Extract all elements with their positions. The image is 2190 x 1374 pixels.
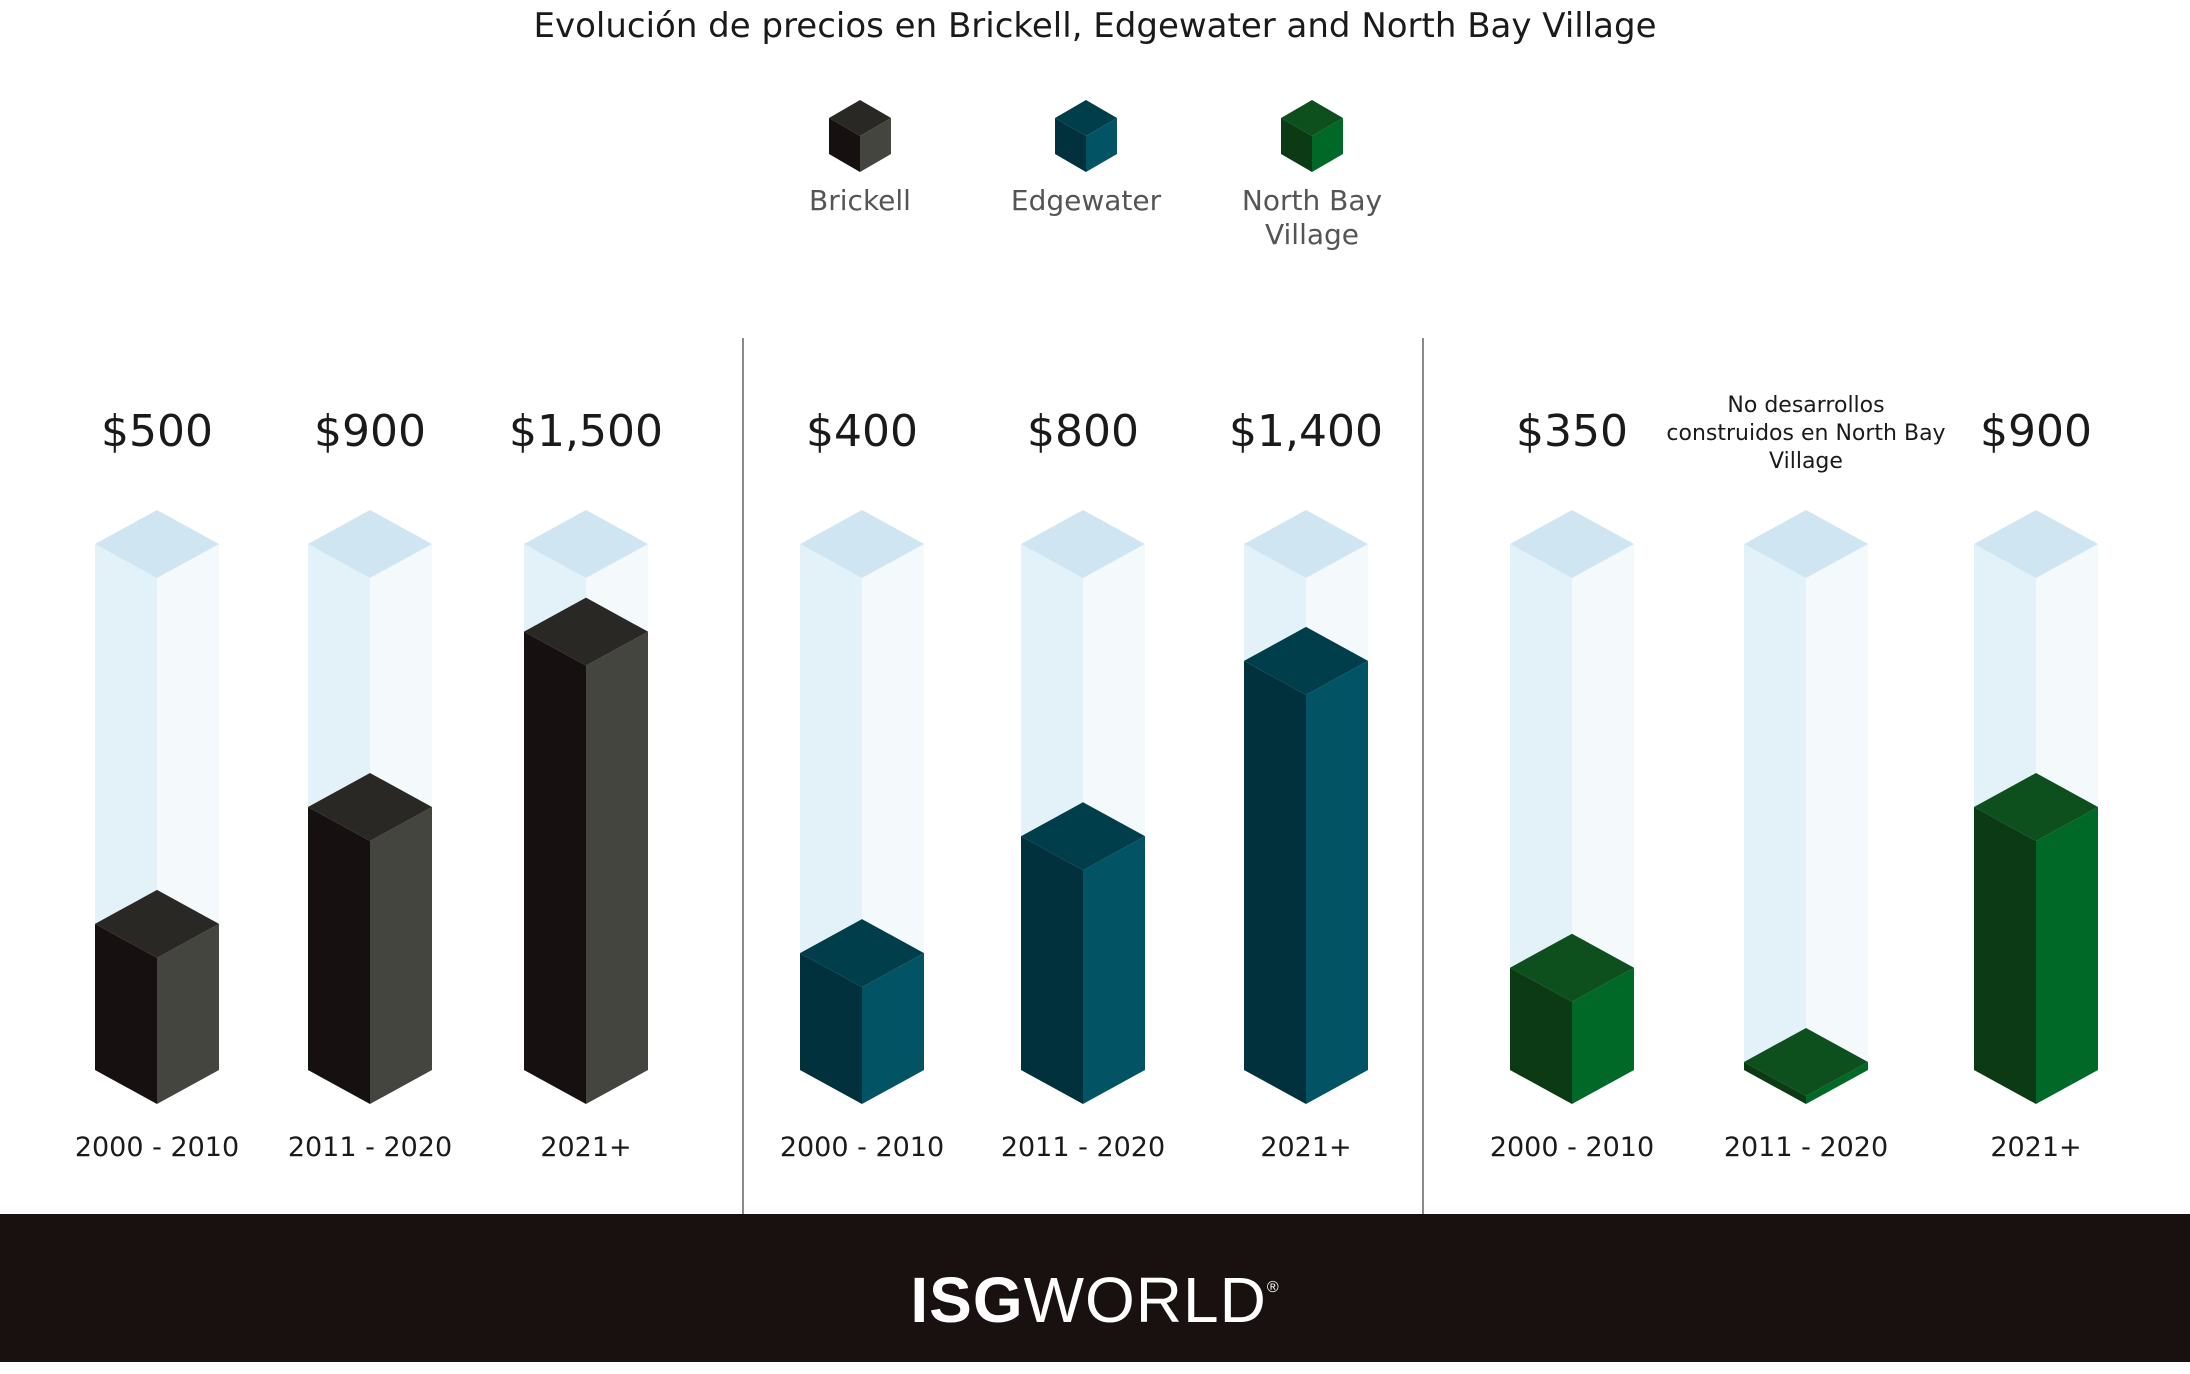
- bar-2-1-background-left-face: [1744, 544, 1806, 1104]
- bar-2-1-background-right-face: [1806, 544, 1868, 1104]
- bar-2-2-value-top-face: [1974, 773, 2098, 841]
- bar-2-1-background-top-face: [1744, 510, 1868, 578]
- bar-1-2-background-top-face: [1244, 510, 1368, 578]
- bar-2-1-value-right-face: [1806, 1062, 1868, 1104]
- bar-0-1: [308, 510, 432, 1104]
- legend-label-north-bay-village: North Bay Village: [1241, 184, 1383, 251]
- bar-1-0: [800, 510, 924, 1104]
- bar-0-1-value-top-face: [308, 773, 432, 841]
- bar-2-2-value-left-face: [1974, 807, 2036, 1104]
- group-divider-2: [1422, 338, 1424, 1214]
- bar-2-1-value-left-face: [1744, 1062, 1806, 1104]
- bar-1-1-value-right-face: [1083, 836, 1145, 1104]
- bar-1-1-value-top-face: [1021, 802, 1145, 871]
- category-label-1-2: 2021+: [1260, 1132, 1352, 1163]
- bar-0-0: [95, 510, 219, 1104]
- bar-2-2: [1974, 510, 2098, 1104]
- legend-swatch-edgewater: [1055, 100, 1117, 172]
- bar-0-0-background-top-face: [95, 510, 219, 578]
- bar-0-2: [524, 510, 648, 1104]
- bar-1-0-value-left-face: [800, 953, 862, 1104]
- category-label-0-0: 2000 - 2010: [74, 1132, 240, 1163]
- value-label-1-2: $1,400: [1229, 406, 1383, 457]
- bar-2-2-value-right-face: [2036, 807, 2098, 1104]
- bar-1-2-value-right-face: [1306, 660, 1368, 1104]
- bar-0-0-value-right-face: [157, 923, 219, 1104]
- bar-2-0-value-right-face: [1572, 967, 1634, 1104]
- legend-item-north-bay-village: North Bay Village: [1192, 96, 1432, 252]
- bar-1-1-background-top-face: [1021, 510, 1145, 578]
- legend-label-edgewater: Edgewater: [1010, 184, 1162, 217]
- no-data-note: No desarrollos construidos en North Bay …: [1666, 393, 1946, 474]
- category-label-2-2: 2021+: [1990, 1132, 2082, 1163]
- bar-2-2-background-top-face: [1974, 510, 2098, 578]
- category-label-0-1: 2011 - 2020: [287, 1132, 453, 1163]
- value-label-0-2: $1,500: [509, 406, 663, 457]
- group-divider-1: [742, 338, 744, 1214]
- legend-item-brickell: Brickell: [740, 96, 980, 218]
- legend-label-brickell: Brickell: [809, 184, 911, 217]
- bar-0-0-value-left-face: [95, 923, 157, 1104]
- bar-2-0-value-top-face: [1510, 933, 1634, 1002]
- value-label-1-0: $400: [806, 406, 918, 457]
- bar-2-0-background-top-face: [1510, 510, 1634, 578]
- bar-0-0-value-top-face: [95, 889, 219, 958]
- bar-1-2-value-left-face: [1244, 660, 1306, 1104]
- bar-2-1-value-top-face: [1744, 1028, 1868, 1096]
- bar-1-2: [1244, 510, 1368, 1104]
- bar-1-1-value-left-face: [1021, 836, 1083, 1104]
- bar-0-2-value-right-face: [586, 631, 648, 1104]
- chart-plot-area: [95, 510, 2098, 1104]
- bar-1-2-value-top-face: [1244, 626, 1368, 695]
- value-label-0-1: $900: [314, 406, 426, 457]
- bar-0-2-value-left-face: [524, 631, 586, 1104]
- category-label-0-2: 2021+: [540, 1132, 632, 1163]
- bar-0-1-value-right-face: [370, 807, 432, 1104]
- bar-0-2-background-top-face: [524, 510, 648, 578]
- isgworld-logo: ISGWORLD®: [910, 1264, 1280, 1336]
- value-label-1-1: $800: [1027, 406, 1139, 457]
- value-label-0-0: $500: [101, 406, 213, 457]
- bar-1-0-value-right-face: [862, 953, 924, 1104]
- footer: ISGWORLD®: [0, 1214, 2190, 1362]
- bar-1-0-value-top-face: [800, 919, 924, 988]
- value-label-2-0: $350: [1516, 406, 1628, 457]
- category-label-1-0: 2000 - 2010: [779, 1132, 945, 1163]
- legend-swatch-north-bay-village: [1281, 100, 1343, 172]
- legend-item-edgewater: Edgewater: [966, 96, 1206, 218]
- category-label-2-0: 2000 - 2010: [1489, 1132, 1655, 1163]
- chart-title: Evolución de precios en Brickell, Edgewa…: [533, 6, 1657, 46]
- legend-swatch-brickell: [829, 100, 891, 172]
- value-label-2-2: $900: [1980, 406, 2092, 457]
- bar-1-1: [1021, 510, 1145, 1104]
- bar-2-0: [1510, 510, 1634, 1104]
- category-label-2-1: 2011 - 2020: [1723, 1132, 1889, 1163]
- bar-2-1: [1744, 510, 1868, 1104]
- bar-1-0-background-top-face: [800, 510, 924, 578]
- category-label-1-1: 2011 - 2020: [1000, 1132, 1166, 1163]
- bar-0-1-value-left-face: [308, 807, 370, 1104]
- bar-0-2-value-top-face: [524, 597, 648, 666]
- bar-0-1-background-top-face: [308, 510, 432, 578]
- bar-2-0-value-left-face: [1510, 967, 1572, 1104]
